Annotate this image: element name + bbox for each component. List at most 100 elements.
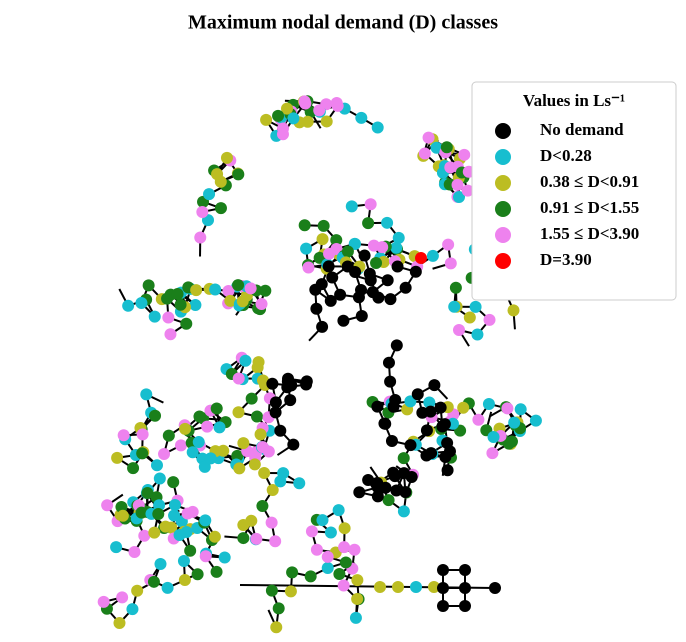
node	[199, 514, 212, 527]
node	[381, 274, 394, 287]
node	[150, 459, 163, 472]
node	[164, 328, 177, 341]
node	[233, 462, 246, 475]
node	[286, 566, 299, 579]
node	[127, 462, 140, 475]
node	[141, 486, 154, 499]
node	[142, 279, 155, 292]
legend-marker	[495, 175, 511, 191]
node	[338, 541, 351, 554]
node	[232, 406, 245, 419]
node	[459, 582, 471, 594]
node	[136, 447, 149, 460]
node	[148, 310, 161, 323]
node	[444, 257, 457, 270]
node	[162, 311, 175, 324]
node	[514, 403, 527, 416]
node	[210, 565, 223, 578]
node	[301, 115, 314, 128]
node	[371, 490, 384, 503]
node	[437, 582, 449, 594]
node	[191, 568, 204, 581]
node	[349, 265, 362, 278]
node	[269, 406, 282, 419]
node	[376, 241, 389, 254]
network	[97, 95, 542, 634]
node	[305, 525, 318, 538]
node	[442, 238, 455, 251]
node	[337, 579, 350, 592]
node	[358, 249, 371, 262]
node	[115, 500, 128, 513]
node	[428, 379, 441, 392]
node	[529, 414, 542, 427]
node	[486, 447, 499, 460]
node	[379, 417, 392, 430]
node	[326, 271, 339, 284]
node	[463, 311, 476, 324]
node	[355, 111, 368, 124]
node	[186, 446, 199, 459]
node	[194, 231, 207, 244]
node	[162, 429, 175, 442]
node	[138, 529, 151, 542]
node	[320, 115, 333, 128]
node	[168, 498, 181, 511]
node	[363, 267, 376, 280]
node	[418, 147, 431, 160]
legend-label: D=3.90	[540, 250, 592, 269]
node	[355, 310, 368, 323]
node	[299, 97, 312, 110]
node	[362, 474, 375, 487]
node	[181, 507, 194, 520]
node	[174, 439, 187, 452]
node	[232, 279, 245, 292]
node	[248, 458, 261, 471]
node	[390, 339, 403, 352]
legend-label: 0.38 ≤ D<0.91	[540, 172, 639, 191]
node	[154, 557, 167, 570]
node	[111, 451, 124, 464]
node	[265, 516, 278, 529]
node	[254, 428, 267, 441]
node	[374, 581, 386, 593]
node	[422, 131, 435, 144]
node	[281, 102, 294, 115]
node	[459, 600, 471, 612]
nodes	[97, 95, 542, 634]
legend-marker	[495, 149, 511, 165]
node	[434, 401, 447, 414]
node	[122, 299, 135, 312]
node	[262, 445, 275, 458]
node	[448, 300, 461, 313]
node	[113, 617, 126, 630]
node	[438, 418, 451, 431]
node	[272, 602, 285, 615]
node	[461, 184, 474, 197]
node	[424, 405, 437, 418]
node	[218, 551, 231, 564]
node	[266, 484, 279, 497]
node	[507, 304, 520, 317]
node	[302, 261, 315, 274]
node	[420, 449, 433, 462]
legend-title: Values in Ls⁻¹	[523, 91, 625, 110]
node	[304, 570, 317, 583]
node	[392, 581, 404, 593]
node	[449, 281, 462, 294]
node	[316, 514, 329, 527]
node	[189, 299, 202, 312]
node	[174, 298, 187, 311]
legend-label: D<0.28	[540, 146, 592, 165]
node	[508, 416, 521, 429]
node	[257, 374, 270, 387]
legend: No demand D<0.28 0.38 ≤ D<0.91 0.91 ≤ D<1.5…	[495, 120, 639, 269]
node	[222, 284, 235, 297]
node	[382, 356, 395, 369]
node	[411, 388, 424, 401]
node	[371, 121, 384, 134]
node	[323, 247, 336, 260]
node	[332, 504, 345, 517]
node	[452, 190, 465, 203]
node	[192, 436, 205, 449]
